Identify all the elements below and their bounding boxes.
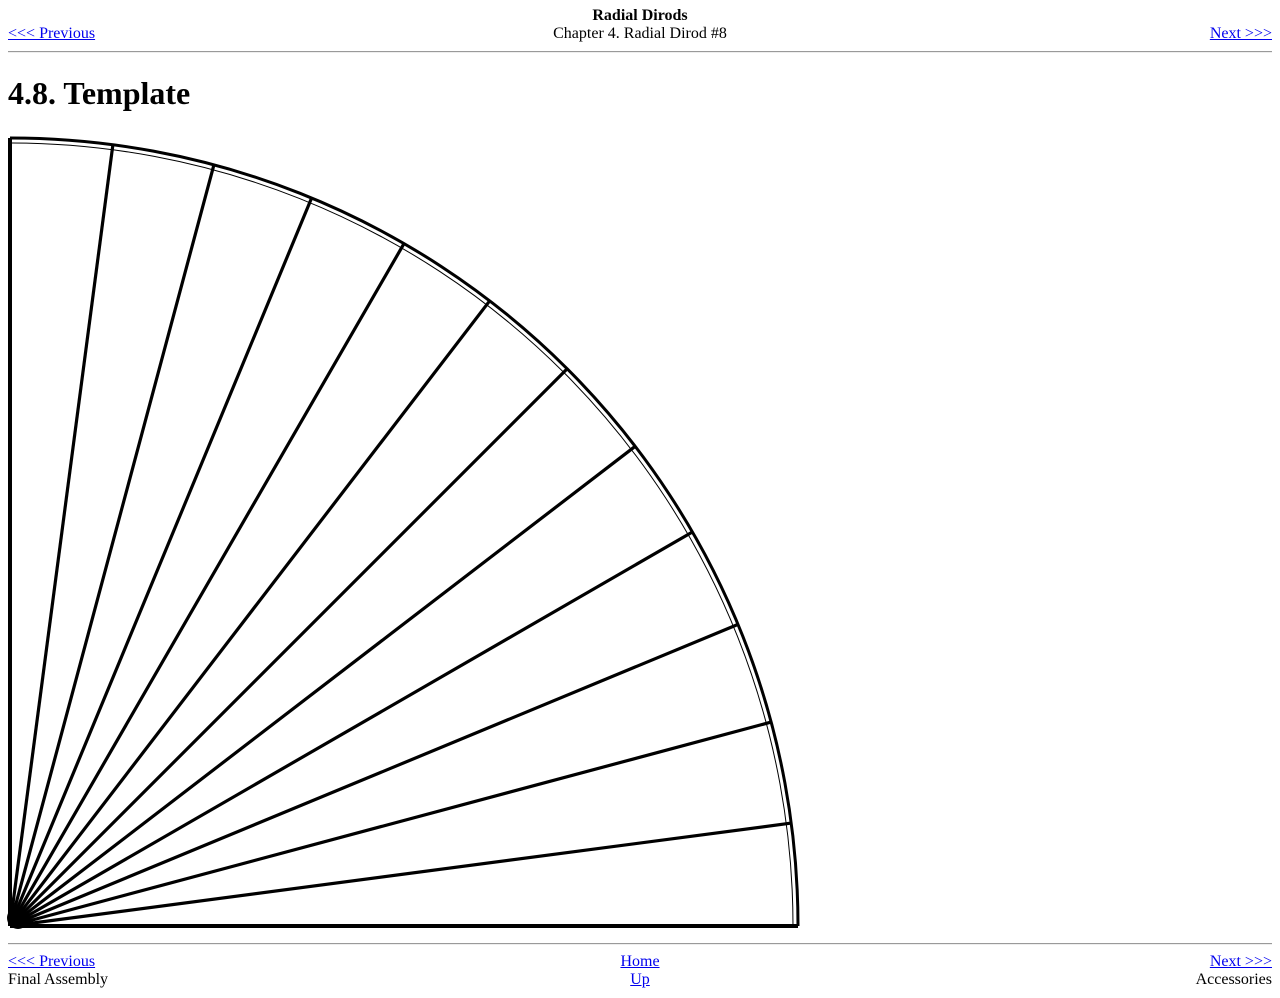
- next-page-title: Accessories: [1195, 971, 1272, 988]
- template-spoke: [8, 367, 569, 928]
- radial-template-drawing: [7, 136, 800, 929]
- template-spoke: [8, 164, 216, 927]
- next-link-bottom[interactable]: Next >>>: [1209, 953, 1272, 970]
- template-spoke: [9, 530, 694, 928]
- footer-divider: [8, 943, 1272, 945]
- previous-link-bottom[interactable]: <<< Previous: [8, 953, 96, 970]
- section-heading: 4.8. Template: [8, 75, 191, 111]
- footer-navigation: <<< Previous Final Assembly Home Up Next…: [8, 953, 1272, 993]
- book-title: Radial Dirods: [592, 7, 688, 24]
- home-link[interactable]: Home: [620, 953, 660, 970]
- template-spoke: [9, 821, 792, 928]
- header-divider: [8, 51, 1272, 53]
- next-link-top[interactable]: Next >>>: [1209, 25, 1272, 42]
- template-hub: [7, 907, 29, 929]
- previous-link-top[interactable]: <<< Previous: [8, 25, 96, 42]
- template-spoke: [9, 622, 739, 928]
- template-spoke: [8, 197, 314, 927]
- template-spoke: [8, 299, 491, 927]
- template-spoke: [9, 445, 637, 928]
- template-figure: [6, 134, 802, 930]
- chapter-title: Chapter 4. Radial Dirod #8: [553, 25, 727, 42]
- up-link[interactable]: Up: [630, 971, 650, 988]
- template-spoke: [9, 720, 772, 928]
- previous-page-title: Final Assembly: [8, 971, 109, 988]
- template-spoke: [8, 242, 406, 927]
- header-navigation: Radial Dirods <<< Previous Chapter 4. Ra…: [8, 7, 1272, 47]
- template-spoke: [8, 144, 115, 927]
